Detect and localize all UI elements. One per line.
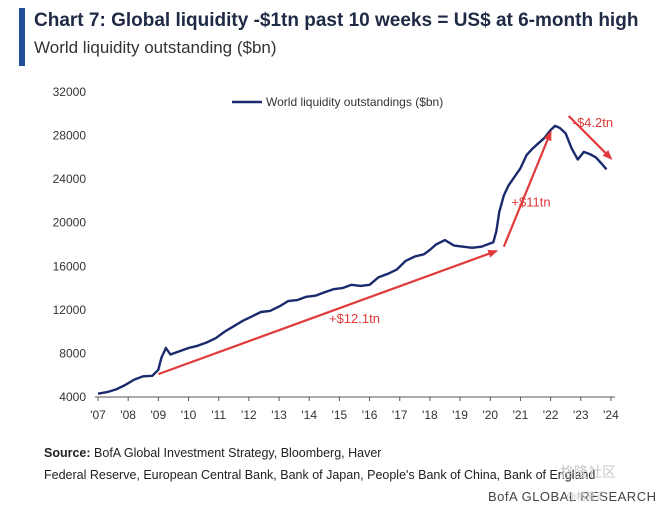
y-tick-label-3: 16000: [53, 259, 87, 273]
x-tick-label-16: '23: [573, 408, 589, 422]
annotation-arrow-2: [567, 115, 613, 160]
x-tick-label-5: '12: [241, 408, 257, 422]
y-tick-label-4: 20000: [53, 216, 87, 230]
watermark-handle: @格隆汇: [566, 492, 607, 503]
source-note-line2: Federal Reserve, European Central Bank, …: [44, 468, 596, 482]
annotation-label-0: +$12.1tn: [329, 311, 380, 326]
x-tick-label-3: '10: [181, 408, 197, 422]
x-tick-label-8: '15: [332, 408, 348, 422]
annotation-arrow-0: [157, 250, 499, 376]
y-tick-label-5: 24000: [53, 172, 87, 186]
x-tick-label-14: '21: [513, 408, 529, 422]
y-tick-label-2: 12000: [53, 303, 87, 317]
y-tick-label-6: 28000: [53, 129, 87, 143]
chart-legend: World liquidity outstandings ($bn): [232, 95, 443, 109]
line-chart: 4000 8000 12000 16000 20000 24000 28000 32000 '…: [53, 85, 619, 422]
x-tick-label-2: '09: [151, 408, 167, 422]
series-line-0: [97, 124, 608, 395]
x-tick-label-1: '08: [120, 408, 136, 422]
y-tick-label-0: 4000: [59, 390, 86, 404]
y-axis: 4000 8000 12000 16000 20000 24000 28000 32000: [53, 85, 87, 404]
x-tick-label-12: '19: [452, 408, 468, 422]
x-tick-label-11: '18: [422, 408, 438, 422]
annotation-labels: +$12.1tn +$11tn -$4.2tn: [329, 115, 613, 326]
x-tick-label-17: '24: [603, 408, 619, 422]
annotation-label-1: +$11tn: [511, 194, 550, 209]
y-tick-label-7: 32000: [53, 85, 87, 99]
source-label: Source:: [44, 446, 91, 460]
brand-label: BofA GLOBAL RESEARCH: [488, 489, 657, 504]
x-tick-label-9: '16: [362, 408, 378, 422]
x-axis: '07 '08 '09 '10 '11 '12 '13 '14 '15 '16 '17 '18 '19 '…: [90, 396, 619, 422]
watermark-text: 格隆社区: [560, 464, 616, 480]
legend-label: World liquidity outstandings ($bn): [266, 95, 443, 109]
chart-title: Chart 7: Global liquidity -$1tn past 10 …: [34, 10, 639, 31]
source-note: Source: BofA Global Investment Strategy,…: [44, 446, 381, 460]
y-tick-label-1: 8000: [59, 346, 86, 360]
x-tick-label-15: '22: [543, 408, 559, 422]
x-tick-label-7: '14: [301, 408, 317, 422]
x-tick-label-0: '07: [90, 408, 106, 422]
chart-subtitle: World liquidity outstanding ($bn): [34, 38, 277, 57]
title-accent-bar: [19, 8, 25, 66]
annotation-arrows: [157, 115, 613, 376]
x-tick-label-6: '13: [271, 408, 287, 422]
series-layer: [97, 124, 608, 395]
annotation-arrow-1: [502, 130, 552, 248]
annotation-label-2: -$4.2tn: [573, 115, 613, 130]
x-tick-label-10: '17: [392, 408, 408, 422]
x-tick-label-4: '11: [211, 408, 226, 422]
x-tick-label-13: '20: [482, 408, 498, 422]
source-text: BofA Global Investment Strategy, Bloombe…: [94, 446, 382, 460]
